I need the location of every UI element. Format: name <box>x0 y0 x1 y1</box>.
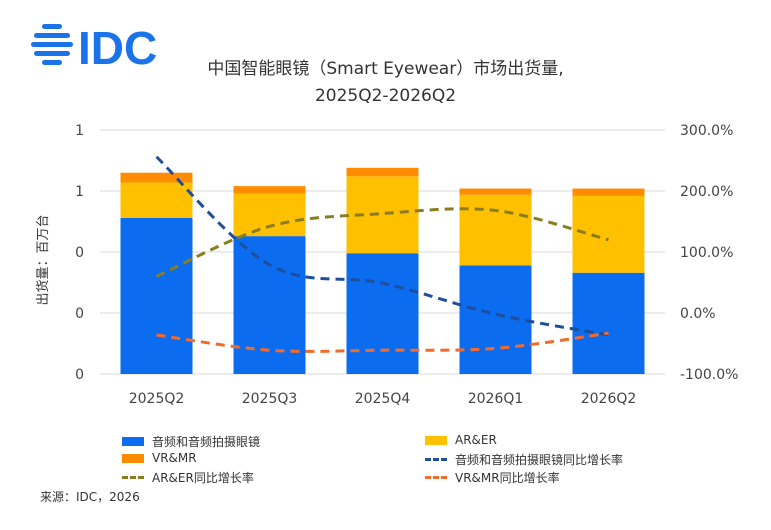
bar-vrmr-2025Q4 <box>346 167 419 177</box>
y2-tick-label: 200.0% <box>680 184 733 200</box>
legend-item-vrmr-growth: VR&MR同比增长率 <box>425 469 560 486</box>
x-tick-label: 2025Q2 <box>129 391 185 407</box>
legend-label-vrmr: VR&MR <box>152 451 197 465</box>
y-tick-label: 0 <box>75 306 84 322</box>
right-axis-ticks: 300.0% 200.0% 100.0% 0.0% -100.0% <box>680 123 738 383</box>
y2-tick-label: -100.0% <box>680 367 738 383</box>
y-tick-label: 1 <box>75 184 84 200</box>
arer-growth-line <box>155 207 609 278</box>
x-tick-label: 2025Q3 <box>242 391 298 407</box>
vrmr-growth-line <box>156 331 609 353</box>
legend-label-audio-growth: 音频和音频拍摄眼镜同比增长率 <box>455 453 624 467</box>
chart-title: 中国智能眼镜（Smart Eyewear）市场出货量, <box>207 59 564 79</box>
legend-item-audio-growth: 音频和音频拍摄眼镜同比增长率 <box>425 451 623 468</box>
bars <box>120 167 645 374</box>
legend-label-audio: 音频和音频拍摄眼镜 <box>152 435 261 449</box>
legend-item-arer: AR&ER <box>425 433 497 447</box>
legend-dash-audio-growth <box>425 458 447 461</box>
source-note: 来源：IDC，2026 <box>40 490 140 504</box>
category-axis-ticks: 2025Q2 2025Q3 2025Q4 2026Q1 2026Q2 <box>129 391 637 407</box>
legend-swatch-vrmr <box>122 453 144 463</box>
x-tick-label: 2025Q4 <box>355 391 411 407</box>
bar-vrmr-2025Q3 <box>233 186 306 194</box>
idc-logo: IDC <box>31 22 157 72</box>
bar-arer-2026Q2 <box>572 195 645 273</box>
bar-audio-2026Q2 <box>572 272 645 374</box>
bar-audio-2025Q3 <box>233 236 306 374</box>
y-tick-label: 0 <box>75 245 84 261</box>
y-tick-label: 0 <box>75 367 84 383</box>
shipment-chart: 1 1 0 0 0 300.0% 200.0% 100.0% 0.0% -100.0% 2025… <box>35 123 738 407</box>
y2-tick-label: 100.0% <box>680 245 733 261</box>
bar-vrmr-2026Q2 <box>572 188 645 196</box>
chart-subtitle: 2025Q2-2026Q2 <box>314 86 457 106</box>
legend-label-vrmr-growth: VR&MR同比增长率 <box>455 471 560 485</box>
x-tick-label: 2026Q1 <box>468 391 524 407</box>
bar-arer-2026Q1 <box>459 194 532 266</box>
y-tick-label: 1 <box>75 123 84 139</box>
bar-audio-2026Q1 <box>459 265 532 374</box>
bar-vrmr-2025Q2 <box>120 172 193 183</box>
bar-vrmr-2026Q1 <box>459 188 532 195</box>
bar-arer-2025Q2 <box>120 182 193 218</box>
growth-lines <box>155 155 609 353</box>
x-tick-label: 2026Q2 <box>581 391 637 407</box>
left-axis-ticks: 1 1 0 0 0 <box>75 123 84 383</box>
bar-arer-2025Q3 <box>233 193 306 237</box>
bar-audio-2025Q4 <box>346 253 419 374</box>
legend-dash-arer-growth <box>122 476 144 479</box>
legend-dash-vrmr-growth <box>425 476 447 479</box>
bar-audio-2025Q2 <box>120 217 193 374</box>
legend-label-arer-growth: AR&ER同比增长率 <box>152 471 254 485</box>
globe-icon <box>31 24 73 65</box>
legend-item-vrmr: VR&MR <box>122 451 197 465</box>
legend-item-audio: 音频和音频拍摄眼镜 <box>122 433 260 450</box>
y2-tick-label: 300.0% <box>680 123 733 139</box>
y-axis-label: 出货量：百万台 <box>35 214 51 305</box>
legend-item-arer-growth: AR&ER同比增长率 <box>122 469 254 486</box>
legend-label-arer: AR&ER <box>455 433 497 447</box>
legend-swatch-arer <box>425 435 447 445</box>
audio-growth-line <box>155 155 609 337</box>
legend-swatch-audio <box>122 437 144 446</box>
idc-logo-text: IDC <box>78 22 157 72</box>
y2-tick-label: 0.0% <box>680 306 716 322</box>
